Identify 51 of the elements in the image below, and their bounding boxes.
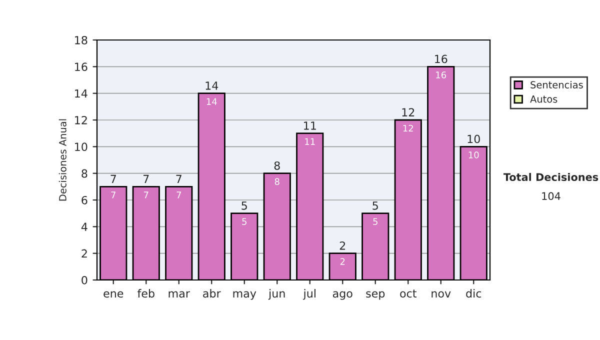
total-label: 8: [274, 161, 280, 170]
data-label: 11: [305, 138, 315, 145]
data-label: 7: [111, 192, 116, 198]
y-tick-label: 16: [75, 62, 88, 72]
y-tick-label: 6: [82, 196, 88, 204]
x-tick-label: ago: [332, 291, 352, 300]
x-tick-label: mar: [168, 291, 190, 298]
y-tick-label: 12: [75, 116, 87, 124]
y-tick-label: 8: [82, 169, 88, 178]
y-tick-label: 14: [75, 89, 88, 98]
x-tick-label: jul: [303, 289, 316, 300]
data-label: 5: [242, 218, 246, 225]
total-label: 5: [372, 202, 378, 210]
text: 104: [542, 192, 560, 200]
data-label: 12: [403, 124, 413, 132]
x-tick-label: may: [233, 291, 256, 300]
y-tick-label: 2: [82, 249, 87, 258]
data-label: 2: [340, 258, 345, 265]
legend-label: Autos: [530, 96, 558, 103]
y-tick-label: 0: [82, 276, 88, 284]
x-tick-label: nov: [432, 291, 451, 298]
data-label: 7: [144, 192, 148, 198]
x-tick-label: sep: [366, 291, 385, 300]
total-label: 7: [144, 174, 149, 184]
y-axis-title: Decisiones Anual: [58, 119, 66, 201]
data-label: 5: [373, 218, 378, 225]
x-tick-label: abr: [203, 289, 221, 298]
data-label: 16: [436, 71, 446, 78]
total-label: 12: [402, 108, 414, 116]
y-tick-label: 10: [75, 142, 88, 152]
total-label: 16: [435, 54, 448, 64]
total-label: 2: [340, 241, 346, 250]
total-label: 7: [110, 174, 116, 184]
legend-label: Sentencias: [530, 80, 583, 88]
data-label: 10: [468, 151, 479, 158]
x-tick-label: ene: [104, 291, 124, 298]
x-tick-label: feb: [137, 289, 154, 298]
text: Total Decisiones: [503, 172, 598, 182]
total-label: 7: [176, 174, 182, 184]
total-label: 5: [242, 202, 247, 210]
data-label: 14: [206, 98, 217, 105]
x-tick-label: dic: [466, 289, 482, 298]
y-tick-label: 4: [81, 222, 88, 231]
data-label: 8: [274, 178, 280, 185]
x-tick-label: oct: [400, 290, 416, 298]
total-label: 14: [206, 82, 218, 90]
x-tick-label: jun: [268, 289, 285, 300]
total-label: 11: [304, 122, 316, 130]
total-label: 10: [468, 134, 480, 144]
y-tick-label: 18: [75, 36, 88, 44]
data-label: 7: [176, 192, 181, 198]
